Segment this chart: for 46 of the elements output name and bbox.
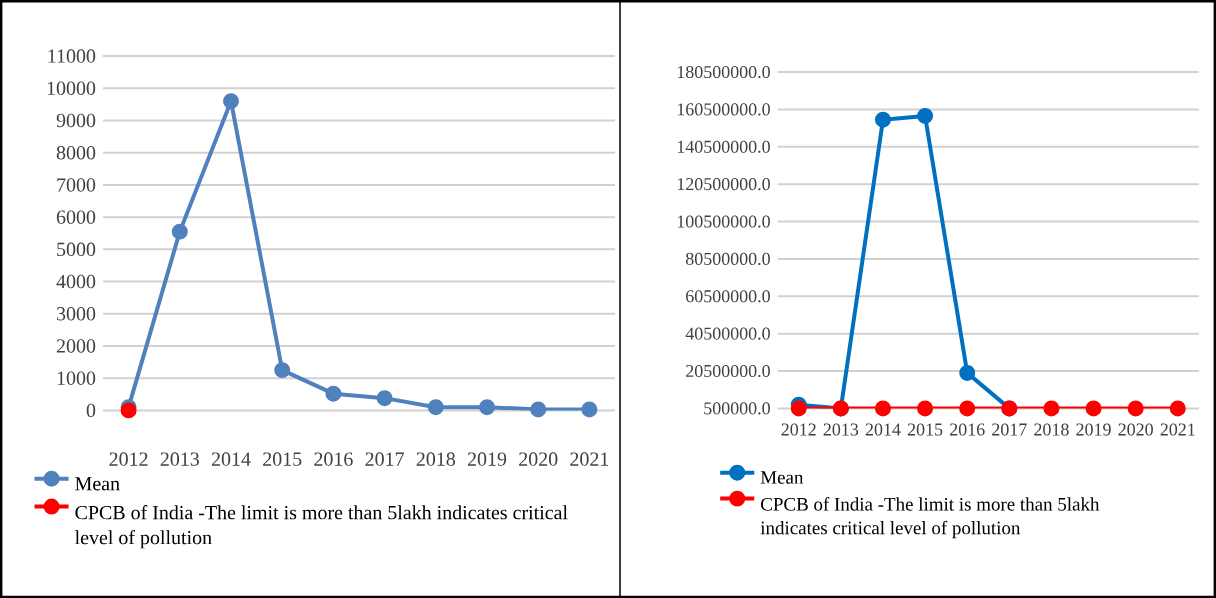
x-tick-label: 2012 [109,452,148,466]
x-tick-label: 2018 [416,452,456,466]
legend-label: Mean [760,471,804,484]
x-tick-label: 2013 [823,423,859,436]
x-tick-label: 2017 [365,452,404,466]
x-tick-label: 2014 [211,452,251,466]
y-tick-label: 500000.0 [704,402,770,415]
x-tick-label: 2014 [865,423,901,436]
y-tick-label: 20500000.0 [686,364,770,378]
y-tick-label: 9000 [56,113,96,128]
x-tick-label: 2019 [1076,423,1111,436]
x-tick-label: 2020 [519,452,558,466]
legend-label: CPCB of India -The limit is more than 5lakh indicates critical level of pollution [75,504,568,549]
x-tick-label: 2018 [1034,423,1069,436]
y-tick-label: 60500000.0 [686,290,770,303]
x-tick-label: 2021 [1160,423,1195,436]
y-tick-label: 6000 [56,210,96,224]
x-tick-label: 2015 [907,423,943,436]
y-tick-label: 1000 [57,371,96,385]
y-tick-label: 120500000.0 [677,177,770,191]
x-tick-label: 2017 [992,423,1027,436]
y-tick-label: 8000 [56,145,96,160]
x-tick-label: 2021 [570,452,609,466]
y-tick-label: 80500000.0 [685,252,770,265]
y-tick-label: 0 [86,403,96,418]
y-tick-label: 160500000.0 [677,103,770,116]
y-tick-label: 140500000.0 [677,140,770,153]
y-tick-label: 5000 [57,242,96,256]
y-tick-label: 40500000.0 [685,327,770,340]
y-tick-label: 2000 [56,339,96,353]
y-tick-label: 100500000.0 [677,215,770,228]
x-tick-label: 2019 [467,452,507,466]
x-tick-label: 2020 [1118,423,1153,436]
y-tick-label: 7000 [57,178,96,192]
x-tick-label: 2016 [950,423,985,436]
x-tick-label: 2016 [314,452,353,466]
x-tick-label: 2012 [781,423,816,436]
x-tick-label: 2013 [160,452,199,466]
y-tick-label: 3000 [57,306,96,321]
legend-label: Mean [75,477,120,491]
y-tick-label: 11000 [48,49,96,63]
y-tick-label: 4000 [56,274,96,289]
y-tick-label: 10000 [47,81,96,95]
y-tick-label: 180500000.0 [677,65,770,79]
x-tick-label: 2015 [263,452,302,466]
legend-label: CPCB of India -The limit is more than 5lakh indicates critical level of pollution [760,496,1100,539]
